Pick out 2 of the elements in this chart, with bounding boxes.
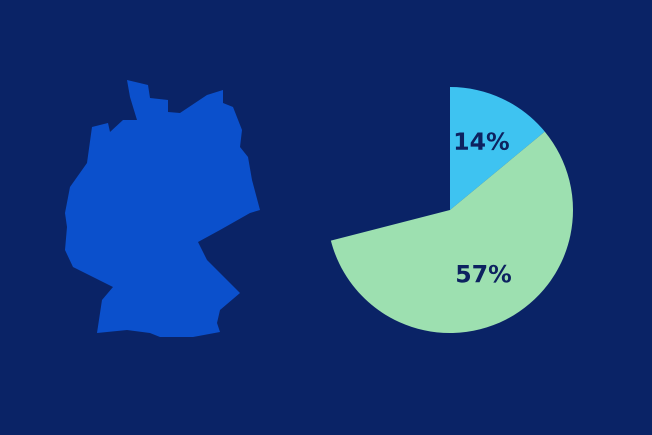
- data-label: 14%: [456, 132, 509, 150]
- data-label: 57%: [457, 264, 512, 283]
